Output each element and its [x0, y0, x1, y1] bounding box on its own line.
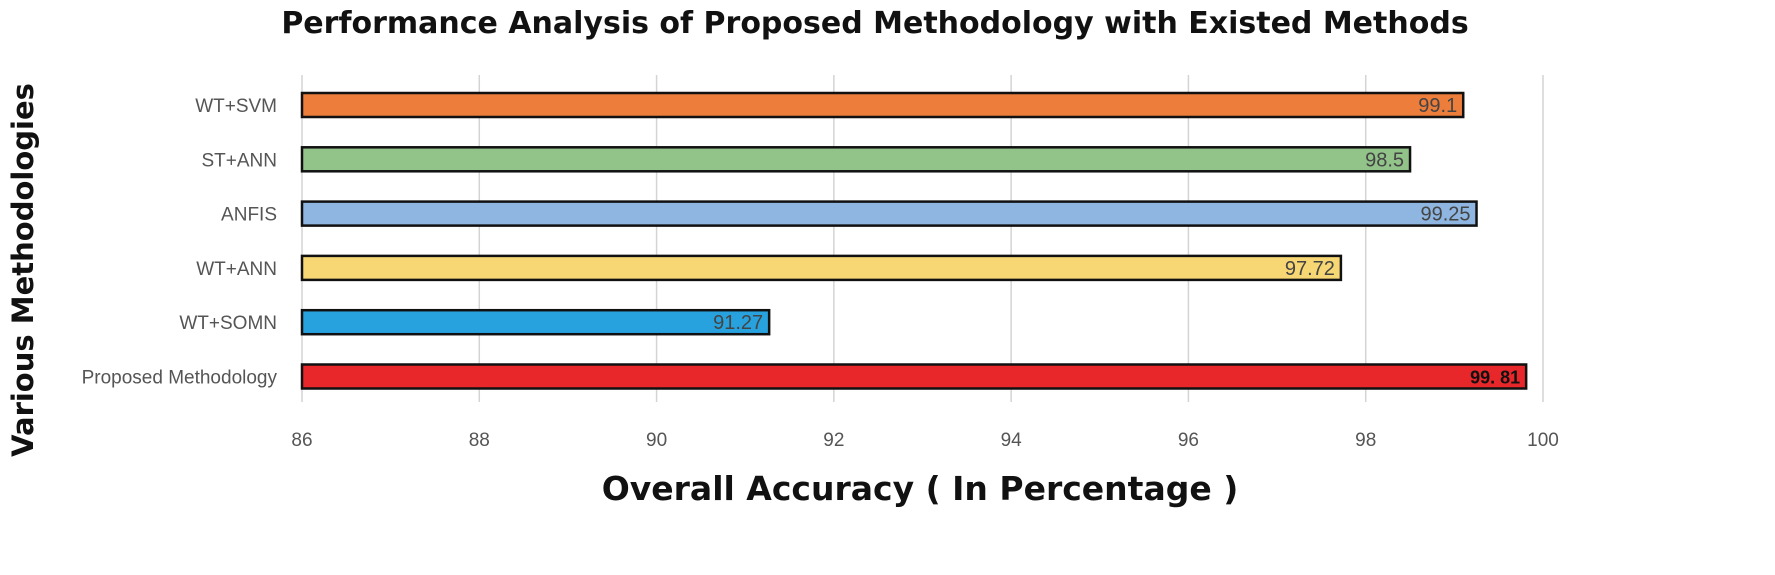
- category-label: ST+ANN: [202, 150, 278, 171]
- data-label: 91.27: [713, 312, 763, 334]
- data-label: 99.1: [1418, 95, 1457, 117]
- category-label: WT+ANN: [196, 259, 277, 280]
- data-label: 98.5: [1365, 149, 1404, 171]
- x-tick-label: 94: [1001, 430, 1023, 451]
- bar-wt-ann: [300, 254, 1343, 282]
- x-tick-label: 96: [1178, 430, 1199, 451]
- category-labels: WT+SVM ST+ANN ANFIS WT+ANN WT+SOMN Proposed M…: [82, 96, 278, 389]
- bars: [300, 91, 1528, 390]
- bar-st-ann: [300, 146, 1412, 173]
- data-label: 97.72: [1285, 258, 1335, 280]
- data-label: 99. 81: [1470, 368, 1520, 388]
- x-tick-label: 88: [469, 430, 490, 451]
- bar-wt-somn: [300, 308, 771, 336]
- bar-anfis: [300, 200, 1478, 227]
- category-label: ANFIS: [221, 205, 277, 226]
- x-tick-label: 90: [646, 430, 667, 451]
- data-labels: 99.1 98.5 99.25 97.72 91.27 99. 81: [713, 95, 1520, 388]
- bar-wt-svm: [300, 91, 1465, 119]
- data-label: 99.25: [1420, 204, 1470, 226]
- x-tick-label: 100: [1527, 430, 1559, 451]
- x-axis-title: Overall Accuracy ( In Percentage ): [602, 469, 1239, 508]
- x-tick-label: 92: [823, 430, 844, 451]
- bar-proposed-methodology: [300, 363, 1528, 390]
- y-axis-title: Various Methodologies: [6, 83, 40, 457]
- chart-title: Performance Analysis of Proposed Methodo…: [281, 6, 1468, 41]
- x-tick-label: 86: [291, 430, 312, 451]
- category-label: WT+SOMN: [179, 313, 277, 334]
- x-tick-label: 98: [1355, 430, 1376, 451]
- grid-lines: [301, 75, 1544, 402]
- x-tick-labels: 86 88 90 92 94 96 98 100: [291, 430, 1558, 451]
- category-label: Proposed Methodology: [82, 368, 278, 389]
- category-label: WT+SVM: [195, 96, 277, 117]
